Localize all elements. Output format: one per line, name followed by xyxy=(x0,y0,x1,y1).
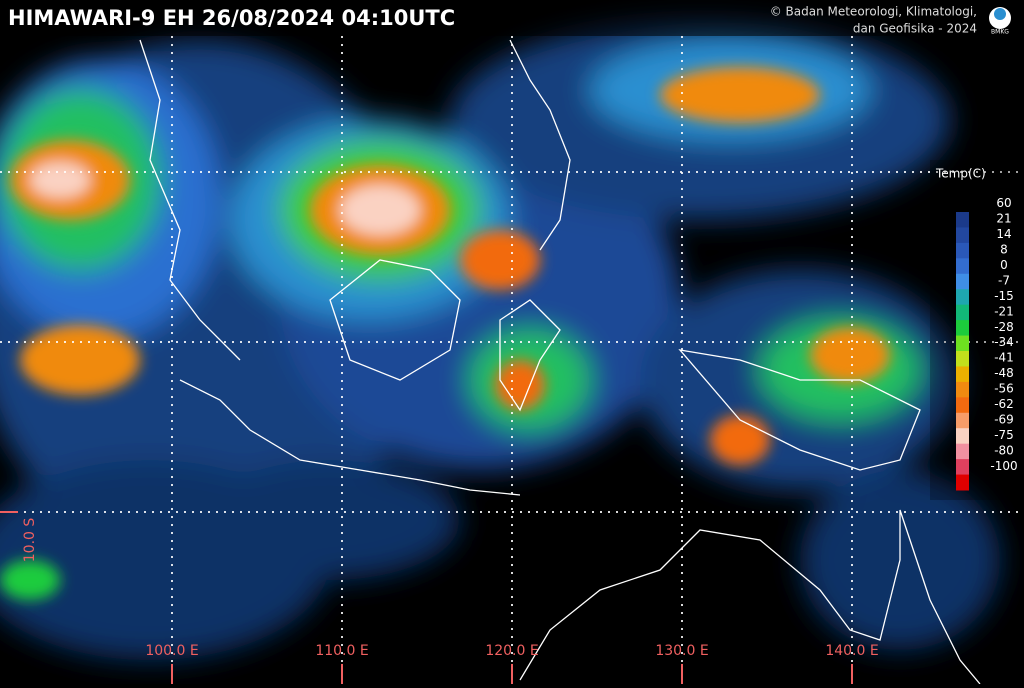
legend-title: Temp(C) xyxy=(935,167,986,181)
legend-swatch xyxy=(956,258,969,275)
legend-label: -15 xyxy=(994,289,1014,303)
lon-label: 110.0 E xyxy=(315,643,368,659)
copyright: dan Geofisika - 2024 xyxy=(853,22,977,36)
legend-label: -7 xyxy=(998,273,1010,287)
legend-swatch xyxy=(956,397,969,414)
legend-swatch xyxy=(956,304,969,321)
legend-label: -100 xyxy=(990,459,1017,473)
legend-label: -28 xyxy=(994,320,1014,334)
legend-swatch xyxy=(956,381,969,398)
legend-label: -21 xyxy=(994,304,1014,318)
legend-label: -48 xyxy=(994,366,1014,380)
copyright: © Badan Meteorologi, Klimatologi, xyxy=(770,5,977,19)
legend-swatch xyxy=(956,351,969,367)
legend-swatch xyxy=(956,443,969,460)
legend-label: -56 xyxy=(994,382,1014,396)
legend-swatch xyxy=(956,459,969,476)
legend-swatch xyxy=(956,335,969,352)
logo-text: BMKG xyxy=(991,29,1009,36)
legend-label: 60 xyxy=(996,196,1011,210)
title: HIMAWARI-9 EH 26/08/2024 04:10UTC xyxy=(8,6,455,30)
legend-swatch xyxy=(956,242,969,259)
legend-swatch xyxy=(956,227,969,244)
graticule: 100.0 E 110.0 E 120.0 E 130.0 E 140.0 E 10.0 … xyxy=(0,36,1024,684)
lon-label: 130.0 E xyxy=(655,643,708,659)
legend-swatch xyxy=(956,366,969,383)
logo xyxy=(994,8,1006,20)
legend-label: -62 xyxy=(994,397,1014,411)
legend-swatch xyxy=(956,412,969,429)
legend-swatch xyxy=(956,428,969,445)
legend-label: -69 xyxy=(994,412,1014,426)
legend-swatch xyxy=(956,474,969,491)
legend-label: -41 xyxy=(994,351,1014,365)
coastlines xyxy=(139,39,981,685)
legend-label: 0 xyxy=(1000,258,1008,272)
lat-label: 10.0 S xyxy=(22,518,38,563)
legend-label: 8 xyxy=(1000,243,1008,257)
legend-label: -34 xyxy=(994,335,1014,349)
legend-swatch xyxy=(956,289,969,306)
legend-swatch xyxy=(956,320,969,337)
legend-label: -75 xyxy=(994,428,1014,442)
legend-label: 21 xyxy=(996,212,1011,226)
title-bar xyxy=(0,0,1024,36)
legend-swatch xyxy=(956,273,969,290)
legend-swatch xyxy=(956,212,969,228)
legend-label: -80 xyxy=(994,443,1014,457)
legend-label: 14 xyxy=(996,227,1011,241)
legend-panel xyxy=(930,160,1024,500)
lon-label: 100.0 E xyxy=(145,643,198,659)
lon-label: 140.0 E xyxy=(825,643,878,659)
lon-label: 120.0 E xyxy=(485,643,538,659)
